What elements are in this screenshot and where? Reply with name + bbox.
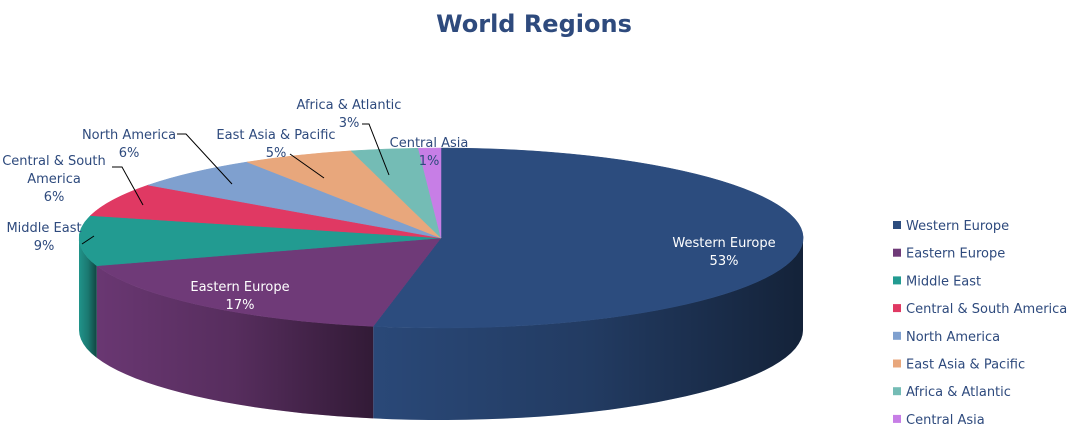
slice-side-eastern-europe xyxy=(96,265,374,419)
data-label-category: North America xyxy=(82,128,176,143)
data-label-north-america: North America 6% xyxy=(82,128,176,161)
data-label-value: 5% xyxy=(266,146,287,161)
slice-western-europe xyxy=(372,147,804,329)
slice-north-america xyxy=(147,161,442,239)
data-label-western-europe: Western Europe 53% xyxy=(672,236,775,269)
data-label-category: East Asia & Pacific xyxy=(216,128,335,143)
legend-item-north-america: North America xyxy=(893,330,1000,345)
legend-swatch xyxy=(893,331,901,340)
legend-label: Western Europe xyxy=(906,219,1009,234)
slice-middle-east xyxy=(78,215,442,267)
data-label-category: Western Europe xyxy=(672,236,775,251)
data-label-category: Eastern Europe xyxy=(190,280,289,295)
legend-item-eastern-europe: Eastern Europe xyxy=(893,247,1005,262)
legend-item-central-asia: Central Asia xyxy=(893,413,985,428)
pie-sides xyxy=(79,238,803,420)
leader-line-east-asia-and-pacific xyxy=(289,153,325,179)
legend-label: Eastern Europe xyxy=(906,247,1005,262)
chart-title: World Regions xyxy=(436,10,632,38)
data-label-value: 9% xyxy=(34,239,55,254)
leader-lines xyxy=(81,123,390,245)
data-label-category: Africa & Atlantic xyxy=(297,98,402,113)
data-label-value: 1% xyxy=(419,154,440,169)
slice-central-and-south-america xyxy=(89,184,442,239)
data-label-value: 3% xyxy=(339,116,360,131)
legend-label: Central & South America xyxy=(906,302,1067,317)
data-label-east-asia-and-pacific: East Asia & Pacific 5% xyxy=(216,128,335,161)
leader-line-middle-east xyxy=(81,235,95,245)
legend-item-africa-and-atlantic: Africa & Atlantic xyxy=(893,385,1011,400)
legend-item-western-europe: Western Europe xyxy=(893,219,1009,234)
legend-swatch xyxy=(893,387,901,396)
legend-label: North America xyxy=(906,330,1000,345)
data-label-value: 6% xyxy=(44,190,65,205)
data-label-value: 17% xyxy=(226,298,255,313)
legend-label: Central Asia xyxy=(906,413,985,428)
legend-swatch xyxy=(893,304,901,313)
legend-swatch xyxy=(893,414,901,423)
leader-line-north-america xyxy=(177,133,233,185)
slice-side-western-europe xyxy=(373,238,803,420)
slice-central-asia xyxy=(417,147,442,239)
legend-item-middle-east: Middle East xyxy=(893,274,981,289)
slice-eastern-europe xyxy=(96,237,442,327)
data-label-central-asia: Central Asia 1% xyxy=(390,136,469,169)
data-label-central-and-south-america: Central & South America 6% xyxy=(2,154,106,205)
data-label-middle-east: Middle East 9% xyxy=(6,221,81,254)
data-label-africa-and-atlantic: Africa & Atlantic 3% xyxy=(297,98,402,131)
legend-swatch xyxy=(893,248,901,257)
slice-side-middle-east xyxy=(79,238,97,358)
legend-swatch xyxy=(893,276,901,285)
data-labels: Western Europe 53% Eastern Europe 17% Middle… xyxy=(2,98,775,313)
leader-line-africa-and-atlantic xyxy=(362,123,390,176)
legend-item-east-asia-and-pacific: East Asia & Pacific xyxy=(893,358,1025,373)
legend-swatch xyxy=(893,359,901,368)
legend-swatch xyxy=(893,221,901,229)
data-label-value: 6% xyxy=(119,146,140,161)
legend-item-central-and-south-america: Central & South America xyxy=(893,302,1067,317)
data-label-eastern-europe: Eastern Europe 17% xyxy=(190,280,289,313)
data-label-category: Middle East xyxy=(6,221,81,236)
legend: Western Europe Eastern Europe Middle East C… xyxy=(893,219,1067,428)
data-label-value: 53% xyxy=(710,254,739,269)
leader-line-central-and-south-america xyxy=(112,166,144,206)
legend-label: East Asia & Pacific xyxy=(906,358,1025,373)
data-label-category: Central Asia xyxy=(390,136,469,151)
data-label-category: Central & South xyxy=(2,154,106,169)
data-label-category: America xyxy=(27,172,81,187)
legend-label: Middle East xyxy=(906,274,981,289)
legend-label: Africa & Atlantic xyxy=(906,385,1011,400)
pie-slices xyxy=(78,147,804,329)
